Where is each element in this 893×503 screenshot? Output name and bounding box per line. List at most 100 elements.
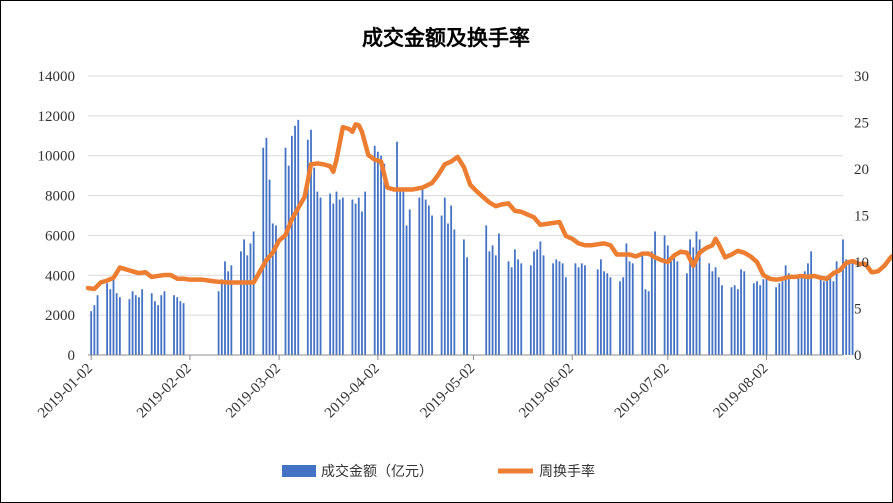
bar (112, 277, 115, 355)
bar (115, 293, 118, 355)
y-right-tick-label: 30 (854, 69, 869, 85)
bar (555, 259, 558, 355)
bar (313, 167, 316, 355)
bar (517, 259, 519, 355)
bar (275, 225, 277, 355)
bar (714, 267, 717, 355)
bar (179, 301, 182, 355)
bar (332, 203, 335, 355)
bar (711, 271, 714, 355)
bar (163, 291, 166, 355)
bar (759, 285, 762, 355)
y-right-tick-label: 0 (854, 348, 862, 364)
bar (402, 191, 405, 355)
bar (625, 243, 628, 355)
bar (676, 261, 679, 355)
bar (564, 277, 567, 355)
bar (692, 247, 695, 355)
bar (249, 243, 252, 355)
bar (740, 269, 742, 355)
bar (128, 299, 131, 355)
y-left-tick-label: 10000 (38, 149, 76, 165)
bar (842, 239, 844, 355)
bar (743, 271, 746, 355)
bar (803, 271, 806, 355)
bar (380, 155, 382, 355)
bar (220, 279, 223, 355)
bar (138, 297, 140, 355)
x-tick-label: 2019-07-02 (612, 361, 673, 422)
bar (447, 223, 449, 355)
x-tick-label: 2019-02-02 (134, 361, 195, 422)
bar (498, 233, 500, 355)
bar (373, 145, 376, 355)
bar (851, 261, 854, 355)
bar (781, 281, 784, 355)
bar (829, 277, 832, 355)
bar (644, 289, 647, 355)
y-left-tick-label: 6000 (45, 228, 75, 244)
bar (670, 259, 672, 355)
bar (466, 257, 468, 355)
bar (810, 251, 813, 355)
legend: 成交金额（亿元） 周换手率 (282, 463, 595, 480)
bar (695, 231, 698, 355)
turnover-line (85, 122, 892, 292)
bar (109, 289, 112, 355)
bar (654, 231, 656, 355)
bar (427, 205, 430, 355)
bar (453, 229, 456, 355)
bar (131, 291, 134, 355)
gridlines (88, 75, 843, 316)
bar (418, 197, 421, 355)
bar (494, 255, 497, 355)
bar (290, 135, 293, 355)
y-right-tick-label: 15 (854, 209, 869, 225)
x-tick-label: 2019-04-02 (322, 361, 383, 422)
bar-series (90, 119, 854, 355)
bar (510, 267, 513, 355)
bar (224, 261, 226, 355)
bar (778, 283, 781, 355)
bar (134, 295, 137, 355)
bar (596, 269, 599, 355)
bar (762, 279, 765, 355)
bar (663, 235, 666, 355)
bar (673, 255, 676, 355)
bar (552, 263, 555, 355)
bar (819, 279, 822, 355)
bar (606, 273, 609, 355)
bar (529, 265, 532, 355)
bar (631, 263, 634, 355)
bar (807, 263, 809, 355)
bar (246, 255, 249, 355)
bar (622, 277, 625, 355)
bar (580, 263, 583, 355)
bar (730, 287, 733, 355)
bar (230, 265, 233, 355)
line-series (85, 122, 892, 292)
y-left-tick-label: 12000 (38, 109, 76, 125)
right-axis-ticks: 0 5 10 15 20 25 30 (854, 69, 869, 364)
bar (628, 261, 631, 355)
bar (93, 305, 96, 355)
bar (513, 249, 516, 355)
y-right-tick-label: 25 (854, 116, 869, 132)
x-tick-label: 2019-06-02 (516, 361, 577, 422)
x-tick-label: 2019-03-02 (223, 361, 284, 422)
bar (354, 203, 357, 355)
bar (294, 125, 296, 355)
y-right-tick-label: 5 (854, 302, 862, 318)
y-left-tick-label: 0 (68, 348, 76, 364)
bar (822, 281, 825, 355)
bar (316, 191, 319, 355)
bar (240, 251, 242, 355)
bar (118, 297, 121, 355)
bar (491, 245, 494, 355)
bar (765, 277, 768, 355)
bar (421, 189, 424, 355)
bar (650, 251, 653, 355)
bar (440, 215, 443, 355)
